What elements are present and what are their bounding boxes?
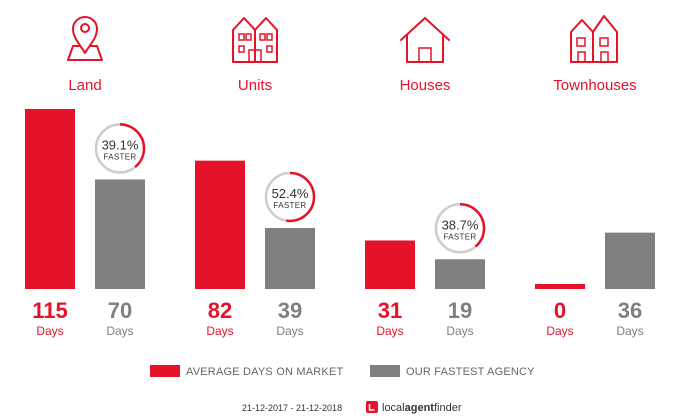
brand-logo: localagentfinder — [366, 401, 462, 414]
category-label: Houses — [400, 77, 451, 94]
legend: AVERAGE DAYS ON MARKET OUR FASTEST AGENC… — [150, 365, 535, 378]
badge-percent: 52.4% — [272, 186, 309, 201]
map-pin-icon — [67, 16, 103, 61]
unit-label: Days — [106, 324, 133, 338]
unit-label: Days — [616, 324, 643, 338]
apartment-icon — [232, 17, 278, 63]
footer: 21-12-2017 - 21-12-2018 localagentfinder — [242, 401, 462, 414]
faster-badge: 52.4%FASTER — [264, 171, 316, 223]
badge-progress-arc — [434, 203, 486, 254]
category-label: Units — [238, 77, 272, 94]
bar — [365, 240, 415, 289]
faster-badge: 38.7%FASTER — [434, 203, 486, 254]
category-labels: Land Units Houses Townhouses — [68, 77, 636, 94]
unit-label: Days — [446, 324, 473, 338]
legend-swatch-fastest — [370, 365, 400, 377]
unit-label: Days — [206, 324, 233, 338]
value-label: 0 — [554, 298, 566, 323]
value-label: 115 — [32, 298, 68, 323]
unit-label: Days — [276, 324, 303, 338]
value-label: 19 — [448, 298, 472, 323]
bar — [435, 259, 485, 289]
bar — [25, 109, 75, 289]
value-label: 70 — [108, 298, 132, 323]
value-label: 39 — [278, 298, 302, 323]
legend-label-average: AVERAGE DAYS ON MARKET — [186, 366, 343, 378]
townhouse-icon — [570, 15, 618, 63]
category-label: Land — [68, 77, 101, 94]
bars-group — [25, 109, 655, 289]
badge-faster-label: FASTER — [274, 201, 307, 210]
badge-percent: 39.1% — [102, 137, 139, 152]
value-label: 82 — [208, 298, 232, 323]
bar — [605, 232, 655, 289]
badge-faster-label: FASTER — [104, 152, 137, 161]
badge-faster-label: FASTER — [444, 232, 477, 241]
value-label: 31 — [378, 298, 402, 323]
badge-percent: 38.7% — [442, 217, 479, 232]
faster-badge: 39.1%FASTER — [94, 123, 146, 174]
badge-progress-arc — [264, 171, 316, 223]
value-labels: 115Days70Days82Days39Days31Days19Days0Da… — [32, 298, 643, 338]
bar — [535, 284, 585, 289]
legend-label-fastest: OUR FASTEST AGENCY — [406, 366, 535, 378]
unit-label: Days — [36, 324, 63, 338]
date-range: 21-12-2017 - 21-12-2018 — [242, 403, 342, 413]
legend-swatch-average — [150, 365, 180, 377]
category-icons — [67, 15, 618, 63]
bar — [265, 227, 315, 289]
unit-label: Days — [376, 324, 403, 338]
brand-wordmark: localagentfinder — [382, 402, 462, 414]
value-label: 36 — [618, 298, 642, 323]
unit-label: Days — [546, 324, 573, 338]
bar — [195, 160, 245, 289]
category-label: Townhouses — [553, 77, 636, 94]
badge-progress-arc — [94, 123, 146, 174]
house-icon — [400, 17, 450, 63]
brand-logo-mark-icon — [366, 401, 378, 413]
bar — [95, 179, 145, 289]
